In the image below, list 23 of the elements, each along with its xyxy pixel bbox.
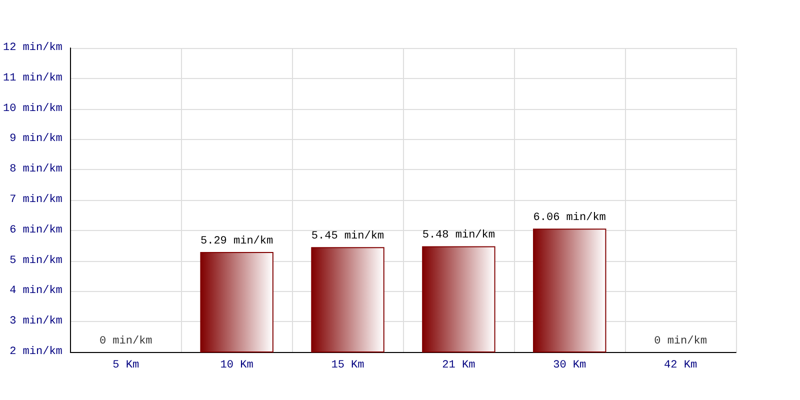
data-label: 5.48 min/km xyxy=(422,230,496,242)
data-label: 5.29 min/km xyxy=(200,235,274,248)
y-tick-label: 2 min/km xyxy=(10,346,63,358)
y-tick-label: 10 min/km xyxy=(2,102,63,115)
x-tick-label: 42 Km xyxy=(664,360,698,372)
y-tick-label: 5 min/km xyxy=(10,254,63,267)
y-tick-label: 9 min/km xyxy=(10,133,63,146)
y-tick-label: 7 min/km xyxy=(10,194,63,206)
x-tick-label: 21 Km xyxy=(442,360,476,372)
annotation: 0 min/km xyxy=(99,336,153,348)
data-label: 6.06 min/km xyxy=(533,212,606,224)
y-tick-label: 4 min/km xyxy=(10,285,63,298)
x-tick-label: 10 Km xyxy=(220,360,254,372)
y-tick-label: 11 min/km xyxy=(2,72,63,84)
x-tick-label: 5 Km xyxy=(112,360,140,372)
y-tick-label: 3 min/km xyxy=(10,316,63,328)
annotation: 0 min/km xyxy=(654,336,708,348)
x-tick-label: 15 Km xyxy=(331,360,365,372)
y-tick-label: 6 min/km xyxy=(10,224,63,236)
data-label: 5.45 min/km xyxy=(311,230,384,243)
x-tick-label: 30 Km xyxy=(553,360,586,372)
y-tick-label: 8 min/km xyxy=(10,164,63,176)
y-tick-label: 12 min/km xyxy=(2,42,63,54)
